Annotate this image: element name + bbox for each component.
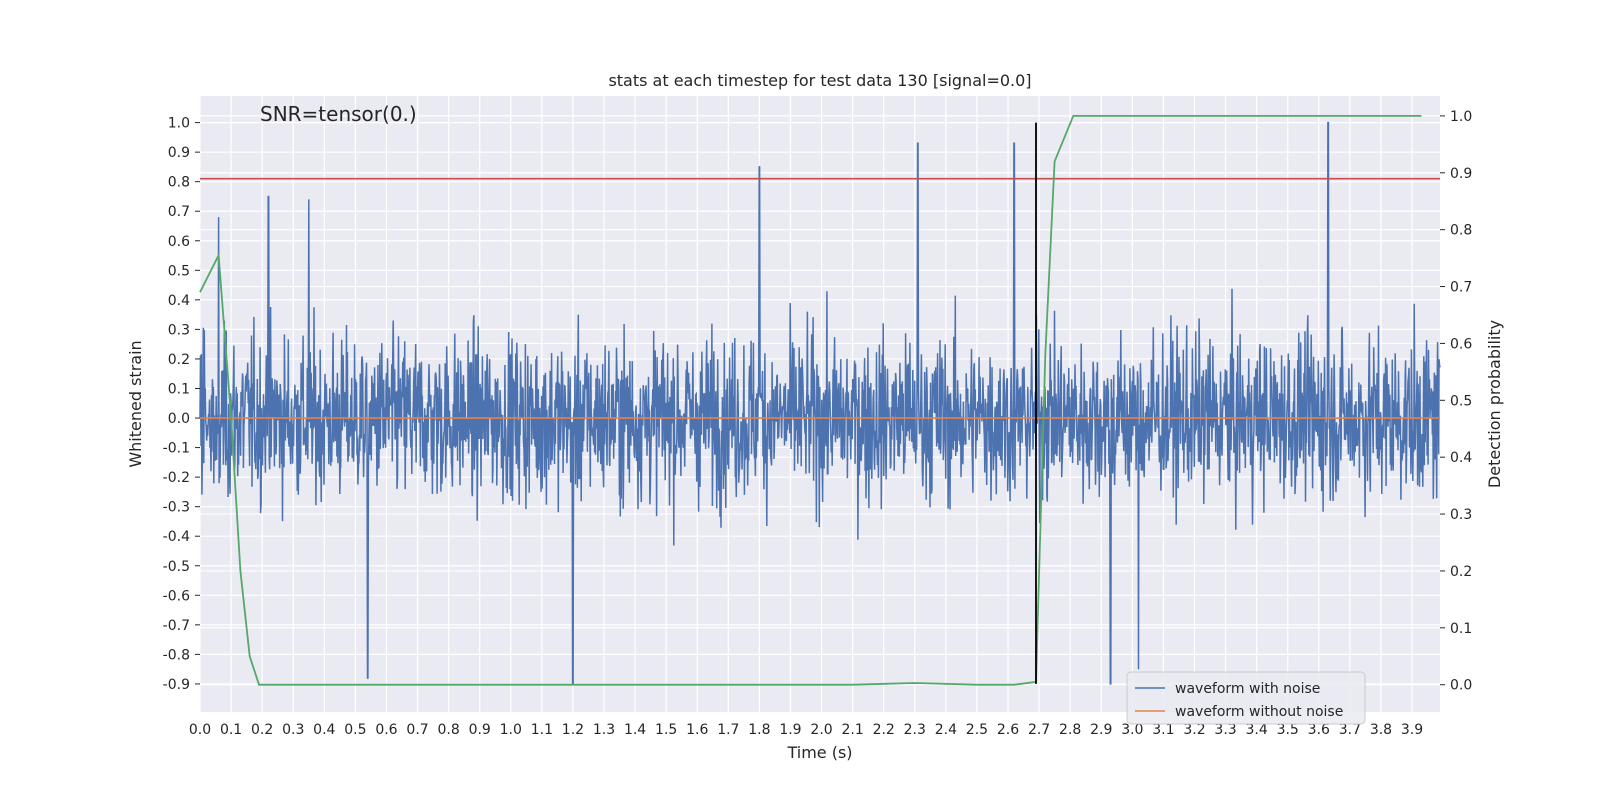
y-tick-label: -0.1: [163, 441, 190, 457]
x-tick-label: 1.1: [531, 722, 553, 738]
x-tick-label: 2.6: [997, 722, 1019, 738]
x-tick-label: 1.3: [593, 722, 615, 738]
x-tick-label: 3.7: [1339, 722, 1361, 738]
y-axis-label: Whitened strain: [126, 340, 145, 467]
x-tick-label: 0.5: [344, 722, 366, 738]
x-tick-label: 3.9: [1401, 722, 1423, 738]
legend: waveform with noise waveform without noi…: [1126, 671, 1366, 725]
y-tick-label: 0.4: [168, 293, 190, 309]
legend-entry-waveform-with-noise: waveform with noise: [1175, 681, 1320, 697]
y-tick-label: 0.9: [168, 145, 190, 161]
x-tick-label: 2.0: [810, 722, 832, 738]
x-tick-label: 0.7: [406, 722, 428, 738]
y-tick-label: 0.7: [168, 204, 190, 220]
y-tick-label: 0.5: [168, 263, 190, 279]
x-tick-label: 0.6: [375, 722, 397, 738]
y-tick-label: -0.3: [163, 500, 190, 516]
legend-box: [1126, 671, 1366, 725]
y-tick-label: 1.0: [168, 116, 190, 132]
y-right-tick-label: 0.9: [1450, 166, 1472, 182]
detection-probability-line: [199, 115, 1422, 686]
x-tick-label: 3.4: [1246, 722, 1268, 738]
y-right-tick-label: 0.1: [1450, 621, 1472, 637]
x-tick-label: 1.0: [500, 722, 522, 738]
x-tick-label: 3.0: [1121, 722, 1143, 738]
x-tick-label: 2.1: [841, 722, 863, 738]
x-tick-label: 3.5: [1277, 722, 1299, 738]
overlay-lines: [199, 115, 1440, 686]
y-tick-label: -0.6: [163, 588, 190, 604]
y-right-tick-label: 0.4: [1450, 450, 1472, 466]
x-tick-label: 0.8: [437, 722, 459, 738]
x-tick-label: 3.8: [1370, 722, 1392, 738]
snr-annotation: SNR=tensor(0.): [260, 102, 417, 126]
x-tick-label: 0.0: [189, 722, 211, 738]
y-tick-label: 0.2: [168, 352, 190, 368]
x-tick-label: 1.4: [624, 722, 646, 738]
x-tick-label: 0.1: [220, 722, 242, 738]
x-tick-label: 2.5: [966, 722, 988, 738]
legend-entry-waveform-without-noise: waveform without noise: [1175, 704, 1343, 720]
x-tick-label: 1.9: [779, 722, 801, 738]
x-tick-label: 2.8: [1059, 722, 1081, 738]
x-tick-label: 3.2: [1183, 722, 1205, 738]
x-tick-label: 3.3: [1214, 722, 1236, 738]
x-tick-label: 1.2: [562, 722, 584, 738]
y-tick-label: -0.8: [163, 647, 190, 663]
x-tick-label: 2.3: [904, 722, 926, 738]
waveform-with-noise-line: [199, 121, 1441, 685]
x-axis-label: Time (s): [786, 743, 852, 762]
x-tick-label: 3.1: [1152, 722, 1174, 738]
y-tick-label: 0.0: [168, 411, 190, 427]
y-tick-label: -0.4: [163, 529, 190, 545]
x-tick-label: 1.5: [655, 722, 677, 738]
y-tick-label: -0.2: [163, 470, 190, 486]
y-right-tick-label: 0.6: [1450, 336, 1472, 352]
x-tick-label: 1.6: [686, 722, 708, 738]
x-tick-label: 2.9: [1090, 722, 1112, 738]
y-right-tick-label: 0.8: [1450, 223, 1472, 239]
y-axis-right-label: Detection probability: [1485, 320, 1504, 488]
y-right-tick-label: 1.0: [1450, 109, 1472, 125]
y-tick-label: 0.1: [168, 381, 190, 397]
y-tick-label: 0.6: [168, 234, 190, 250]
x-tick-label: 0.4: [313, 722, 335, 738]
x-tick-label: 1.7: [717, 722, 739, 738]
y-right-tick-label: 0.3: [1450, 507, 1472, 523]
y-right-tick-label: 0.2: [1450, 564, 1472, 580]
x-tick-label: 2.4: [935, 722, 957, 738]
x-tick-label: 0.9: [469, 722, 491, 738]
y-right-tick-label: 0.0: [1450, 678, 1472, 694]
y-tick-label: 0.8: [168, 175, 190, 191]
y-tick-label: -0.7: [163, 618, 190, 634]
y-right-tick-label: 0.7: [1450, 280, 1472, 296]
y-tick-label: -0.5: [163, 559, 190, 575]
series-waveform-with-noise: [199, 121, 1441, 685]
x-tick-label: 1.8: [748, 722, 770, 738]
y-tick-label: 0.3: [168, 322, 190, 338]
y-right-tick-label: 0.5: [1450, 393, 1472, 409]
tick-labels: 0.0 0.1 0.2 0.3 0.4 0.5 0.6 0.7 0.8 0.9 1.0 1.1 1.2 1…: [163, 109, 1473, 738]
chart-title: stats at each timestep for test data 130…: [608, 71, 1031, 90]
x-tick-label: 0.3: [282, 722, 304, 738]
x-tick-label: 2.2: [873, 722, 895, 738]
y-tick-label: -0.9: [163, 677, 190, 693]
x-tick-label: 0.2: [251, 722, 273, 738]
x-tick-label: 2.7: [1028, 722, 1050, 738]
x-tick-label: 3.6: [1308, 722, 1330, 738]
